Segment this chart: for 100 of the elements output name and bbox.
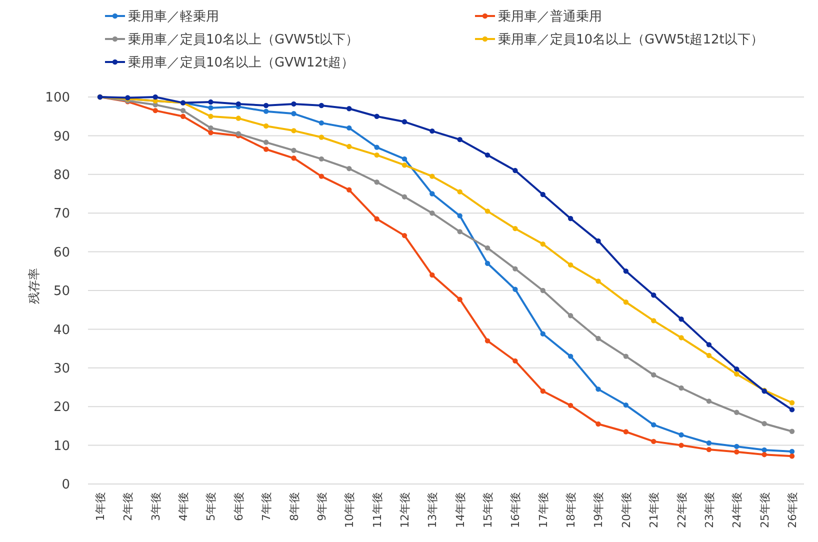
x-tick-label: 17年後 — [536, 492, 550, 528]
legend-label: 乗用車／定員10名以上（GVW5t超12t以下） — [498, 32, 764, 48]
point — [430, 272, 435, 278]
point — [457, 296, 462, 302]
point — [512, 226, 518, 232]
point — [263, 146, 269, 152]
point — [623, 268, 629, 274]
point — [346, 125, 352, 131]
point — [430, 191, 435, 196]
point — [484, 245, 490, 251]
x-tick-label: 3年後 — [149, 492, 162, 521]
point — [152, 94, 158, 100]
x-tick-label: 15年後 — [482, 492, 495, 528]
point — [346, 106, 352, 112]
point — [706, 446, 712, 452]
x-tick-label: 11年後 — [370, 492, 384, 528]
point — [651, 438, 656, 444]
point — [318, 156, 324, 162]
point — [457, 213, 462, 218]
point — [651, 292, 656, 298]
point — [346, 144, 352, 150]
point — [540, 388, 546, 394]
point — [180, 108, 186, 114]
x-tick-label: 16年後 — [509, 492, 522, 528]
point — [318, 102, 324, 108]
point — [568, 216, 574, 222]
point — [512, 286, 518, 292]
y-tick-label: 90 — [53, 129, 70, 144]
x-tick-label: 23年後 — [702, 492, 716, 528]
point — [374, 216, 380, 222]
point — [374, 114, 380, 119]
point — [734, 444, 740, 450]
point — [540, 288, 546, 294]
point — [651, 422, 656, 428]
point — [208, 130, 214, 136]
point — [568, 402, 574, 408]
x-tick-label: 7年後 — [260, 492, 274, 521]
point — [623, 300, 629, 305]
y-tick-label: 40 — [53, 322, 70, 338]
point — [484, 260, 490, 266]
point — [540, 192, 546, 198]
point — [789, 448, 795, 454]
legend-label: 乗用車／軽乗用 — [128, 10, 219, 25]
point — [678, 335, 684, 340]
point — [346, 187, 352, 192]
point — [430, 174, 435, 179]
point — [208, 114, 214, 119]
point — [596, 386, 601, 392]
x-tick-label: 12年後 — [398, 492, 412, 528]
point — [651, 318, 656, 324]
point — [762, 447, 767, 453]
point — [706, 440, 712, 446]
point — [540, 241, 546, 247]
y-tick-label: 70 — [53, 206, 70, 222]
point — [596, 421, 601, 427]
point — [457, 189, 462, 194]
point — [706, 352, 712, 358]
y-tick-label: 20 — [53, 400, 70, 416]
x-tick-label: 22年後 — [675, 492, 688, 528]
point — [623, 354, 629, 359]
legend-label: 乗用車／定員10名以上（GVW5t以下） — [128, 32, 359, 48]
point — [734, 366, 740, 372]
x-tick-label: 13年後 — [426, 492, 440, 528]
point — [678, 385, 684, 391]
point — [318, 174, 324, 179]
point — [291, 156, 296, 161]
x-tick-label: 9年後 — [315, 492, 328, 521]
y-tick-label: 80 — [53, 168, 70, 183]
point — [457, 229, 462, 234]
point — [734, 371, 740, 377]
point — [236, 101, 241, 107]
point — [374, 180, 380, 185]
x-tick-label: 5年後 — [204, 492, 218, 521]
point — [484, 152, 490, 158]
point — [706, 398, 712, 404]
point — [762, 421, 767, 426]
y-tick-label: 10 — [53, 438, 70, 454]
point — [789, 454, 795, 459]
point — [596, 336, 601, 342]
point — [678, 316, 684, 322]
point — [152, 108, 158, 114]
point — [402, 162, 408, 168]
point — [402, 119, 408, 124]
point — [263, 123, 269, 129]
point — [263, 102, 269, 108]
point — [180, 114, 186, 119]
point — [512, 358, 518, 364]
point — [318, 134, 324, 140]
point — [623, 402, 629, 408]
point — [402, 232, 408, 238]
point — [457, 136, 462, 142]
point — [318, 120, 324, 126]
point — [263, 140, 269, 145]
point — [540, 331, 546, 336]
point — [484, 208, 490, 214]
x-tick-label: 10年後 — [343, 492, 356, 528]
legend-label: 乗用車／普通乗用 — [498, 8, 602, 25]
x-tick-label: 25年後 — [758, 492, 772, 528]
y-axis-title: 残存率 — [27, 268, 41, 304]
point — [291, 148, 296, 154]
